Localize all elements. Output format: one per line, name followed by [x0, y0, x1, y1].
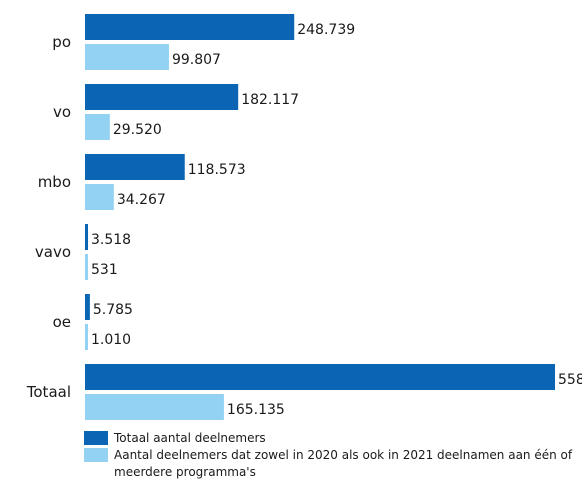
- bar-total: [85, 294, 90, 320]
- bar-both-years: [85, 184, 114, 210]
- category-label: po: [52, 33, 71, 51]
- bar-both-years: [85, 44, 169, 70]
- legend-item-total: Totaal aantal deelnemers: [84, 430, 574, 447]
- bar-both-years: [85, 324, 88, 350]
- bar-total: [85, 14, 295, 40]
- legend: Totaal aantal deelnemers Aantal deelneme…: [84, 430, 574, 481]
- data-label: 99.807: [172, 52, 221, 68]
- bar-both-years: [85, 254, 88, 280]
- data-label: 531: [91, 262, 118, 278]
- category-label: vavo: [35, 243, 71, 261]
- data-label: 5.785: [93, 302, 133, 318]
- category-label: oe: [53, 313, 71, 331]
- category-label: mbo: [38, 173, 71, 191]
- bar-total: [85, 224, 88, 250]
- data-label: 3.518: [91, 232, 131, 248]
- data-label: 1.010: [91, 332, 131, 348]
- data-label: 29.520: [113, 122, 162, 138]
- bar-chart: po 248.739 99.807 vo 182.117 29.520 mbo 118.573…: [25, 14, 582, 420]
- category-label: vo: [53, 103, 71, 121]
- data-label: 182.117: [241, 92, 299, 108]
- bar-total: [85, 154, 185, 180]
- data-label: 165.135: [227, 402, 285, 418]
- legend-swatch-both-years: [84, 448, 108, 462]
- legend-item-both-years: Aantal deelnemers dat zowel in 2020 als …: [84, 447, 574, 481]
- bar-total: [85, 364, 555, 390]
- legend-label-both-years: Aantal deelnemers dat zowel in 2020 als …: [114, 448, 573, 479]
- data-label: 34.267: [117, 192, 166, 208]
- bar-both-years: [85, 114, 110, 140]
- data-label: 558.732: [558, 372, 582, 388]
- legend-swatch-total: [84, 431, 108, 445]
- category-label: Totaal: [26, 383, 71, 401]
- bar-both-years: [85, 394, 224, 420]
- data-label: 118.573: [188, 162, 246, 178]
- bar-total: [85, 84, 239, 110]
- data-label: 248.739: [297, 22, 355, 38]
- legend-label-total: Totaal aantal deelnemers: [114, 431, 266, 445]
